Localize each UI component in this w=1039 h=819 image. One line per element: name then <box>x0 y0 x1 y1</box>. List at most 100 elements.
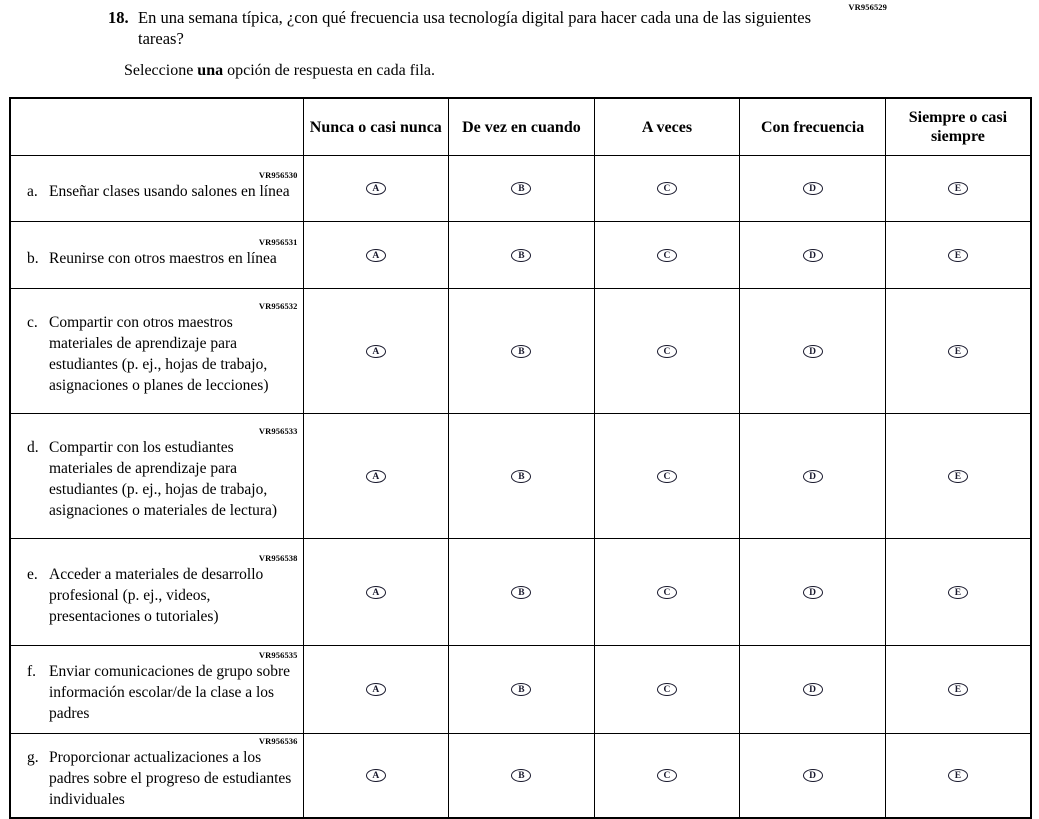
response-option-cell[interactable]: D <box>739 733 886 819</box>
radio-bubble-a-icon[interactable]: A <box>365 344 386 358</box>
response-option-cell[interactable]: D <box>739 288 886 414</box>
radio-bubble-c-icon[interactable]: C <box>656 182 677 196</box>
radio-bubble-e-icon[interactable]: E <box>947 769 968 783</box>
radio-bubble-e-icon[interactable]: E <box>947 683 968 697</box>
radio-bubble-d-icon[interactable]: D <box>802 683 823 697</box>
response-option-cell[interactable]: B <box>448 288 595 414</box>
item-letter: g. <box>27 749 39 766</box>
item-label-cell: VR956530 a. Enseñar clases usando salones … <box>9 155 304 222</box>
item-text: Acceder a materiales de desarrollo profe… <box>49 565 264 625</box>
response-option-cell[interactable]: B <box>448 155 595 222</box>
response-option-cell[interactable]: C <box>593 733 741 819</box>
response-option-cell[interactable]: B <box>448 645 595 734</box>
response-option-cell[interactable]: D <box>739 413 886 539</box>
response-option-cell[interactable]: E <box>884 538 1032 646</box>
response-option-cell[interactable]: E <box>884 645 1032 734</box>
column-header-con-frecuencia: Con frecuencia <box>739 97 886 156</box>
item-label-cell: VR956531 b. Reunirse con otros maestros en… <box>9 221 304 289</box>
response-option-cell[interactable]: E <box>884 288 1032 414</box>
response-option-cell[interactable]: D <box>739 155 886 222</box>
response-option-cell[interactable]: A <box>302 645 450 734</box>
response-option-cell[interactable]: E <box>884 221 1032 289</box>
radio-bubble-b-icon[interactable]: B <box>511 248 532 262</box>
instruction-text-before: Seleccione <box>124 62 198 79</box>
radio-bubble-c-icon[interactable]: C <box>656 769 677 783</box>
radio-bubble-c-icon[interactable]: C <box>656 344 677 358</box>
item-text: Enviar comunicaciones de grupo sobre inf… <box>49 663 291 722</box>
response-option-cell[interactable]: E <box>884 413 1032 539</box>
response-option-cell[interactable]: A <box>302 155 450 222</box>
header-blank-cell <box>9 97 304 156</box>
radio-bubble-b-icon[interactable]: B <box>511 585 532 599</box>
response-option-cell[interactable]: A <box>302 733 450 819</box>
response-option-cell[interactable]: B <box>448 538 595 646</box>
radio-bubble-d-icon[interactable]: D <box>802 248 823 262</box>
table-row: VR956532 c. Compartir con otros maestros m… <box>9 288 1032 414</box>
table-row: VR956533 d. Compartir con los estudiantes … <box>9 413 1032 539</box>
radio-bubble-c-icon[interactable]: C <box>656 585 677 599</box>
table-header-row: Nunca o casi nunca De vez en cuando A ve… <box>9 97 1032 156</box>
item-body: c. Compartir con otros maestros materiale… <box>11 311 303 403</box>
question-code: VR956529 <box>848 2 887 12</box>
response-option-cell[interactable]: E <box>884 733 1032 819</box>
item-letter: c. <box>27 314 38 331</box>
response-option-cell[interactable]: B <box>448 413 595 539</box>
response-option-cell[interactable]: D <box>739 538 886 646</box>
radio-bubble-b-icon[interactable]: B <box>511 683 532 697</box>
radio-bubble-d-icon[interactable]: D <box>802 585 823 599</box>
response-option-cell[interactable]: B <box>448 221 595 289</box>
response-option-cell[interactable]: D <box>739 645 886 734</box>
radio-bubble-b-icon[interactable]: B <box>511 769 532 783</box>
item-body: a. Enseñar clases usando salones en línea <box>11 180 303 209</box>
response-option-cell[interactable]: A <box>302 221 450 289</box>
radio-bubble-c-icon[interactable]: C <box>656 683 677 697</box>
instruction-emphasis: una <box>197 62 224 79</box>
radio-bubble-d-icon[interactable]: D <box>802 182 823 196</box>
radio-bubble-b-icon[interactable]: B <box>511 344 532 358</box>
radio-bubble-e-icon[interactable]: E <box>947 469 968 483</box>
radio-bubble-e-icon[interactable]: E <box>947 182 968 196</box>
radio-bubble-e-icon[interactable]: E <box>947 344 968 358</box>
response-option-cell[interactable]: C <box>593 413 741 539</box>
radio-bubble-a-icon[interactable]: A <box>365 469 386 483</box>
response-option-cell[interactable]: E <box>884 155 1032 222</box>
question-number: 18. <box>108 8 129 27</box>
radio-bubble-d-icon[interactable]: D <box>802 469 823 483</box>
radio-bubble-c-icon[interactable]: C <box>656 469 677 483</box>
radio-bubble-e-icon[interactable]: E <box>947 585 968 599</box>
item-label-cell: VR956535 f. Enviar comunicaciones de grupo… <box>9 645 304 734</box>
response-option-cell[interactable]: C <box>593 155 741 222</box>
response-option-cell[interactable]: A <box>302 538 450 646</box>
question-row: 18. En una semana típica, ¿con qué frecu… <box>108 7 848 49</box>
item-text: Compartir con los estudiantes materiales… <box>49 439 278 519</box>
item-letter: a. <box>27 183 38 200</box>
response-option-cell[interactable]: D <box>739 221 886 289</box>
response-option-cell[interactable]: C <box>593 538 741 646</box>
response-option-cell[interactable]: B <box>448 733 595 819</box>
item-code: VR956536 <box>258 736 298 746</box>
item-code: VR956532 <box>258 301 298 311</box>
column-header-a-veces: A veces <box>593 97 741 156</box>
radio-bubble-e-icon[interactable]: E <box>947 248 968 262</box>
question-text: En una semana típica, ¿con qué frecuenci… <box>138 8 811 48</box>
radio-bubble-a-icon[interactable]: A <box>365 585 386 599</box>
item-text: Compartir con otros maestros materiales … <box>49 314 269 394</box>
response-option-cell[interactable]: C <box>593 288 741 414</box>
response-option-cell[interactable]: A <box>302 288 450 414</box>
radio-bubble-a-icon[interactable]: A <box>365 248 386 262</box>
radio-bubble-a-icon[interactable]: A <box>365 683 386 697</box>
radio-bubble-b-icon[interactable]: B <box>511 469 532 483</box>
radio-bubble-d-icon[interactable]: D <box>802 769 823 783</box>
radio-bubble-b-icon[interactable]: B <box>511 182 532 196</box>
radio-bubble-a-icon[interactable]: A <box>365 769 386 783</box>
radio-bubble-c-icon[interactable]: C <box>656 248 677 262</box>
response-option-cell[interactable]: C <box>593 645 741 734</box>
table-row: VR956535 f. Enviar comunicaciones de grupo… <box>9 645 1032 734</box>
radio-bubble-a-icon[interactable]: A <box>365 182 386 196</box>
item-code: VR956535 <box>258 650 298 660</box>
item-text: Enseñar clases usando salones en línea <box>49 183 290 200</box>
response-option-cell[interactable]: C <box>593 221 741 289</box>
response-option-cell[interactable]: A <box>302 413 450 539</box>
radio-bubble-d-icon[interactable]: D <box>802 344 823 358</box>
table-row: VR956530 a. Enseñar clases usando salones … <box>9 155 1032 222</box>
